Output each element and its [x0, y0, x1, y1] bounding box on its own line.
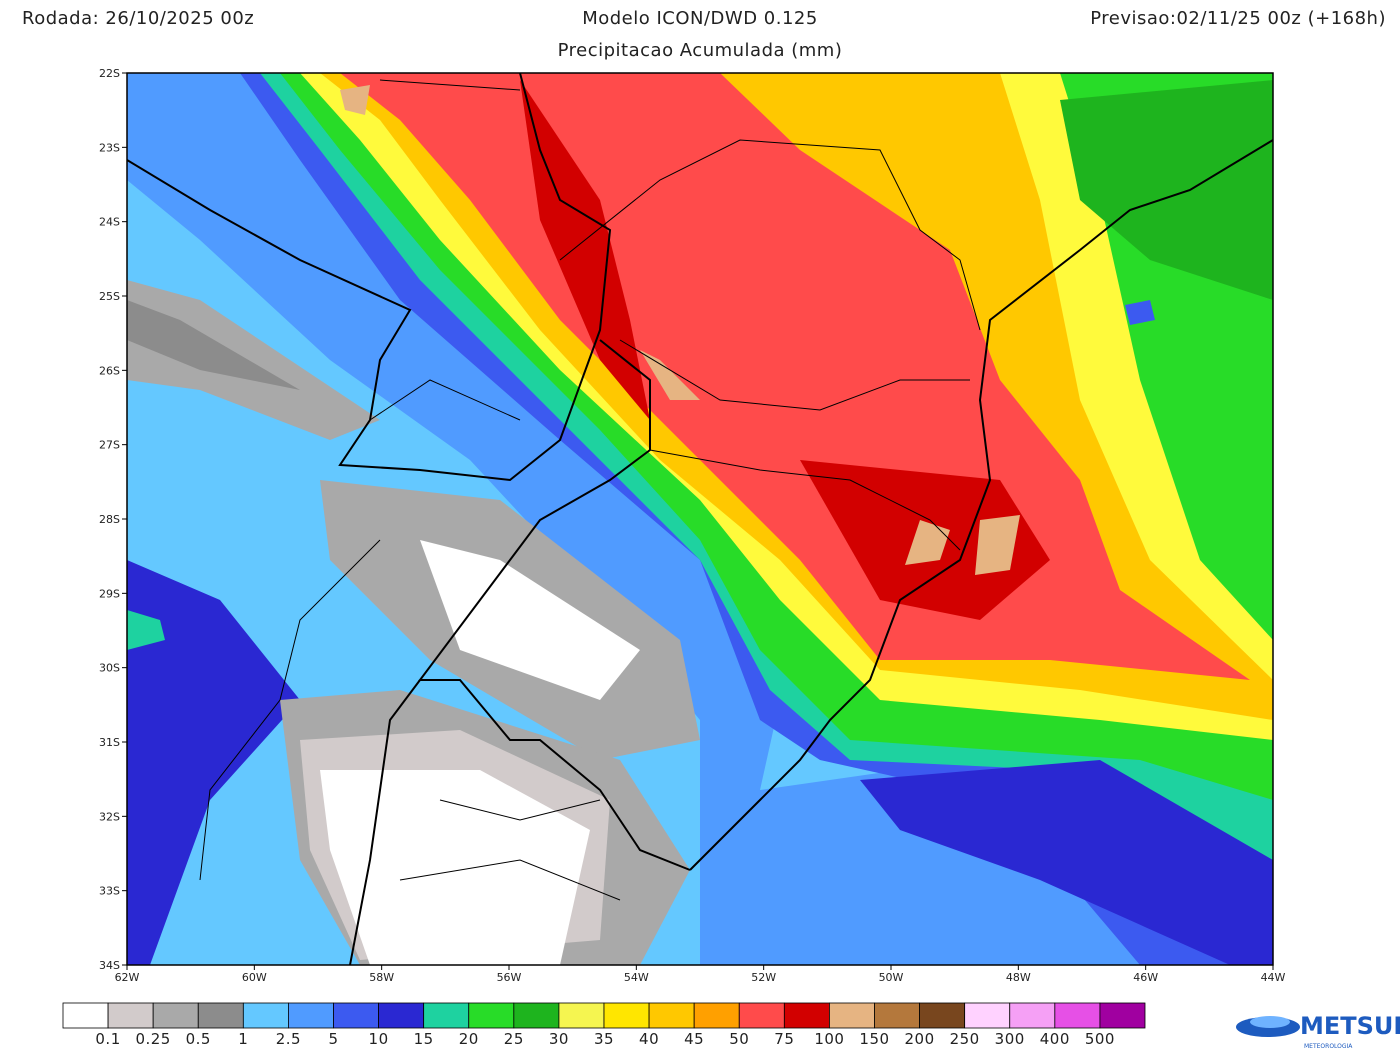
legend-label: 300 [995, 1030, 1025, 1048]
lat-label: 22S [99, 67, 120, 80]
subtitle: Precipitacao Acumulada (mm) [558, 40, 843, 61]
legend-swatch [378, 1002, 425, 1029]
legend-label: 1 [238, 1030, 248, 1048]
legend-label: 15 [414, 1030, 434, 1048]
legend-swatch [964, 1002, 1011, 1029]
legend-label: 500 [1085, 1030, 1115, 1048]
lat-label: 31S [99, 736, 120, 749]
legend-swatch [62, 1002, 109, 1029]
lon-label: 46W [1133, 971, 1158, 984]
legend-swatch [513, 1002, 560, 1029]
legend-label: 30 [549, 1030, 569, 1048]
legend-swatch [242, 1002, 289, 1029]
forecast-label: Previsao:02/11/25 00z (+168h) [1090, 8, 1386, 29]
lon-label: 48W [1006, 971, 1031, 984]
legend-label: 20 [459, 1030, 479, 1048]
legend-label: 0.1 [95, 1030, 120, 1048]
lon-label: 62W [115, 971, 140, 984]
legend-swatch [333, 1002, 379, 1029]
legend-swatch [1009, 1002, 1056, 1029]
lat-label: 24S [99, 216, 120, 229]
legend-label: 400 [1040, 1030, 1070, 1048]
legend-label: 150 [859, 1030, 889, 1048]
legend-swatch [783, 1002, 830, 1029]
lon-label: 54W [624, 971, 649, 984]
legend-swatch [558, 1002, 605, 1029]
lat-label: 34S [99, 959, 120, 972]
legend-swatch [1054, 1002, 1101, 1029]
legend-label: 100 [814, 1030, 844, 1048]
lat-label: 26S [99, 364, 120, 377]
legend-label: 2.5 [276, 1030, 301, 1048]
legend-label: 35 [594, 1030, 614, 1048]
legend-swatch [468, 1002, 515, 1029]
lat-label: 32S [99, 810, 120, 823]
legend-swatch [693, 1002, 740, 1029]
legend-swatch [829, 1002, 875, 1029]
legend-swatch [1099, 1002, 1146, 1029]
lat-label: 23S [99, 141, 120, 154]
logo-name: METSUL [1300, 1012, 1400, 1040]
legend-label: 75 [774, 1030, 794, 1048]
lon-label: 58W [369, 971, 394, 984]
lon-label: 44W [1261, 971, 1286, 984]
logo-tagline: METEOROLOGIA [1304, 1043, 1353, 1050]
borders [127, 73, 1273, 965]
legend-swatch [107, 1002, 154, 1029]
lat-label: 33S [99, 885, 120, 898]
legend-label: 0.5 [186, 1030, 211, 1048]
lon-label: 50W [879, 971, 904, 984]
legend-label: 45 [684, 1030, 704, 1048]
legend-swatch [919, 1002, 966, 1029]
legend-label: 50 [729, 1030, 749, 1048]
lat-label: 27S [99, 439, 120, 452]
legend-label: 200 [905, 1030, 935, 1048]
model-title: Modelo ICON/DWD 0.125 [582, 8, 818, 29]
legend-swatch [738, 1002, 785, 1029]
legend-label: 10 [369, 1030, 389, 1048]
run-label: Rodada: 26/10/2025 00z [22, 8, 254, 29]
precip-field [127, 73, 1273, 965]
legend-label: 0.25 [135, 1030, 170, 1048]
lat-label: 29S [99, 587, 120, 600]
legend-label: 5 [328, 1030, 338, 1048]
legend-label: 250 [950, 1030, 980, 1048]
lat-label: 30S [99, 662, 120, 675]
logo: METSUL METEOROLOGIA [1236, 1012, 1400, 1050]
legend-swatch [152, 1002, 199, 1029]
legend-swatch [197, 1002, 244, 1029]
legend-swatch [288, 1002, 334, 1029]
lon-label: 56W [497, 971, 522, 984]
lat-label: 25S [99, 290, 120, 303]
legend-swatch [603, 1002, 650, 1029]
lat-label: 28S [99, 513, 120, 526]
lon-label: 52W [751, 971, 776, 984]
legend-swatch [874, 1002, 920, 1029]
legend-label: 25 [504, 1030, 524, 1048]
legend-swatch [648, 1002, 695, 1029]
legend-label: 40 [639, 1030, 659, 1048]
legend-swatch [423, 1002, 470, 1029]
lon-label: 60W [242, 971, 267, 984]
